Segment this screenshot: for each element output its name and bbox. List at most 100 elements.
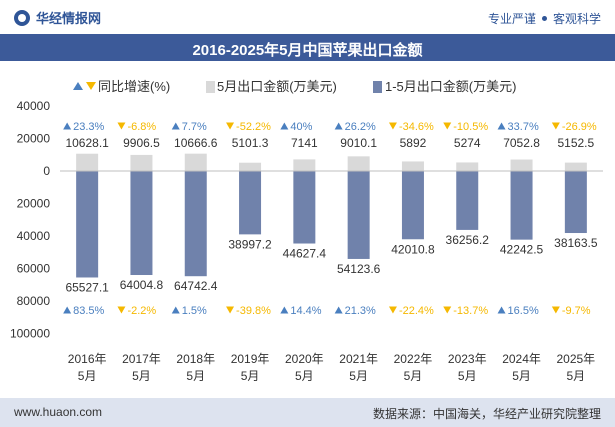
growth-may-1: -6.8% bbox=[117, 121, 156, 133]
slogan: 专业严谨 客观科学 bbox=[488, 10, 601, 27]
growth-may-2: 7.7% bbox=[171, 121, 207, 133]
growth-cumulative-9-arrow-icon bbox=[551, 306, 560, 314]
growth-may-6-arrow-icon bbox=[388, 122, 397, 130]
y-tick-label-1: 20000 bbox=[17, 132, 51, 146]
x-tick-month-6: 5月 bbox=[404, 369, 423, 383]
legend-cumulative-swatch bbox=[373, 81, 382, 93]
growth-cumulative-9-text: -9.7% bbox=[562, 305, 591, 317]
header-bar: 华经情报网 专业严谨 客观科学 bbox=[0, 0, 615, 34]
growth-may-7: -10.5% bbox=[443, 121, 488, 133]
growth-cumulative-7-text: -13.7% bbox=[453, 305, 488, 317]
value-label-cumulative-5: 54123.6 bbox=[337, 262, 381, 276]
growth-may-6-text: -34.6% bbox=[399, 121, 434, 133]
bar-cumulative-4 bbox=[293, 171, 316, 244]
bar-may-9 bbox=[564, 162, 587, 171]
x-tick-month-8: 5月 bbox=[512, 369, 531, 383]
growth-may-5-text: 26.2% bbox=[345, 121, 376, 133]
bar-cumulative-3 bbox=[239, 171, 262, 235]
growth-cumulative-1-arrow-icon bbox=[117, 306, 126, 314]
growth-cumulative-8: 16.5% bbox=[497, 305, 539, 317]
growth-cumulative-0: 83.5% bbox=[63, 305, 105, 317]
value-label-cumulative-4: 44627.4 bbox=[283, 247, 327, 261]
x-tick-year-7: 2023年 bbox=[448, 352, 487, 366]
bar-may-2 bbox=[184, 153, 207, 171]
growth-cumulative-2-text: 1.5% bbox=[182, 305, 207, 317]
growth-may-8-arrow-icon bbox=[497, 122, 506, 130]
chart-title: 2016-2025年5月中国苹果出口金额 bbox=[192, 42, 423, 59]
growth-may-7-arrow-icon bbox=[443, 122, 452, 130]
value-label-may-8: 7052.8 bbox=[503, 136, 540, 150]
growth-may-1-text: -6.8% bbox=[127, 121, 156, 133]
bar-cumulative-1 bbox=[130, 171, 153, 276]
growth-cumulative-0-text: 83.5% bbox=[73, 305, 104, 317]
growth-may-9-text: -26.9% bbox=[562, 121, 597, 133]
bars-layer bbox=[76, 153, 587, 278]
footer-source: 数据来源：中国海关，华经产业研究院整理 bbox=[372, 407, 601, 421]
bar-may-6 bbox=[401, 161, 424, 171]
title-bar: 2016-2025年5月中国苹果出口金额 bbox=[0, 34, 615, 61]
growth-cumulative-0-arrow-icon bbox=[63, 306, 72, 314]
growth-may-1-arrow-icon bbox=[117, 122, 126, 130]
x-tick-year-2: 2018年 bbox=[176, 352, 215, 366]
x-tick-month-2: 5月 bbox=[186, 369, 205, 383]
bullet-dot-icon bbox=[541, 16, 547, 21]
slogan-left: 专业严谨 bbox=[487, 12, 536, 26]
x-tick-year-9: 2025年 bbox=[556, 352, 595, 366]
value-label-cumulative-0: 65527.1 bbox=[65, 280, 109, 294]
legend: 同比增速(%) 5月出口金额(万美元) 1-5月出口金额(万美元) bbox=[73, 79, 516, 94]
bar-may-0 bbox=[76, 153, 99, 171]
x-tick-year-6: 2022年 bbox=[394, 352, 433, 366]
bar-may-4 bbox=[293, 159, 316, 171]
growth-may-9: -26.9% bbox=[551, 121, 597, 133]
y-tick-label-5: 60000 bbox=[17, 262, 51, 276]
growth-cumulative-8-text: 16.5% bbox=[508, 305, 539, 317]
value-label-cumulative-1: 64004.8 bbox=[120, 278, 164, 292]
legend-up-triangle-icon bbox=[73, 82, 83, 90]
growth-may-0: 23.3% bbox=[63, 121, 105, 133]
growth-may-4-text: 40% bbox=[290, 121, 312, 133]
value-label-may-6: 5892 bbox=[400, 136, 427, 150]
brand: 华经情报网 bbox=[14, 8, 101, 27]
x-tick-month-0: 5月 bbox=[78, 369, 97, 383]
x-tick-year-0: 2016年 bbox=[68, 352, 107, 366]
labels-layer: 23.3% 10628.1 65527.1 83.5% -6.8% 9906.5 64004… bbox=[63, 121, 598, 317]
legend-may-label: 5月出口金额(万美元) bbox=[217, 79, 337, 94]
legend-cumulative-label: 1-5月出口金额(万美元) bbox=[385, 79, 516, 94]
legend-down-triangle-icon bbox=[86, 82, 96, 90]
growth-may-3-text: -52.2% bbox=[236, 121, 271, 133]
growth-may-2-text: 7.7% bbox=[182, 121, 207, 133]
legend-may-swatch bbox=[206, 81, 215, 93]
y-tick-label-0: 40000 bbox=[17, 99, 51, 113]
x-tick-month-1: 5月 bbox=[132, 369, 151, 383]
y-tick-label-4: 40000 bbox=[17, 229, 51, 243]
brand-logo-icon bbox=[14, 9, 30, 26]
value-label-may-0: 10628.1 bbox=[65, 136, 109, 150]
x-tick-month-4: 5月 bbox=[295, 369, 314, 383]
bar-cumulative-9 bbox=[564, 171, 587, 234]
growth-may-4-arrow-icon bbox=[280, 122, 289, 130]
footer-website: www.huaon.com bbox=[14, 405, 103, 419]
value-label-cumulative-2: 64742.4 bbox=[174, 279, 218, 293]
bar-cumulative-7 bbox=[456, 171, 479, 230]
growth-cumulative-3: -39.8% bbox=[226, 305, 271, 317]
growth-cumulative-6: -22.4% bbox=[388, 305, 434, 317]
growth-may-3-arrow-icon bbox=[226, 122, 235, 130]
bar-cumulative-8 bbox=[510, 171, 533, 240]
value-label-may-4: 7141 bbox=[291, 136, 318, 150]
growth-may-9-arrow-icon bbox=[551, 122, 560, 130]
x-tick-month-5: 5月 bbox=[349, 369, 368, 383]
growth-cumulative-9: -9.7% bbox=[551, 305, 591, 317]
bar-cumulative-2 bbox=[184, 171, 207, 277]
value-label-may-2: 10666.6 bbox=[174, 136, 218, 150]
growth-cumulative-6-arrow-icon bbox=[388, 306, 397, 314]
bar-may-5 bbox=[347, 156, 370, 171]
y-tick-label-2: 0 bbox=[43, 164, 50, 178]
growth-cumulative-2-arrow-icon bbox=[171, 306, 180, 314]
value-label-cumulative-8: 42242.5 bbox=[500, 243, 544, 257]
growth-cumulative-4: 14.4% bbox=[280, 305, 322, 317]
growth-cumulative-7-arrow-icon bbox=[443, 306, 452, 314]
x-tick-month-3: 5月 bbox=[241, 369, 260, 383]
bar-may-3 bbox=[239, 162, 262, 171]
value-label-cumulative-6: 42010.8 bbox=[391, 242, 435, 256]
